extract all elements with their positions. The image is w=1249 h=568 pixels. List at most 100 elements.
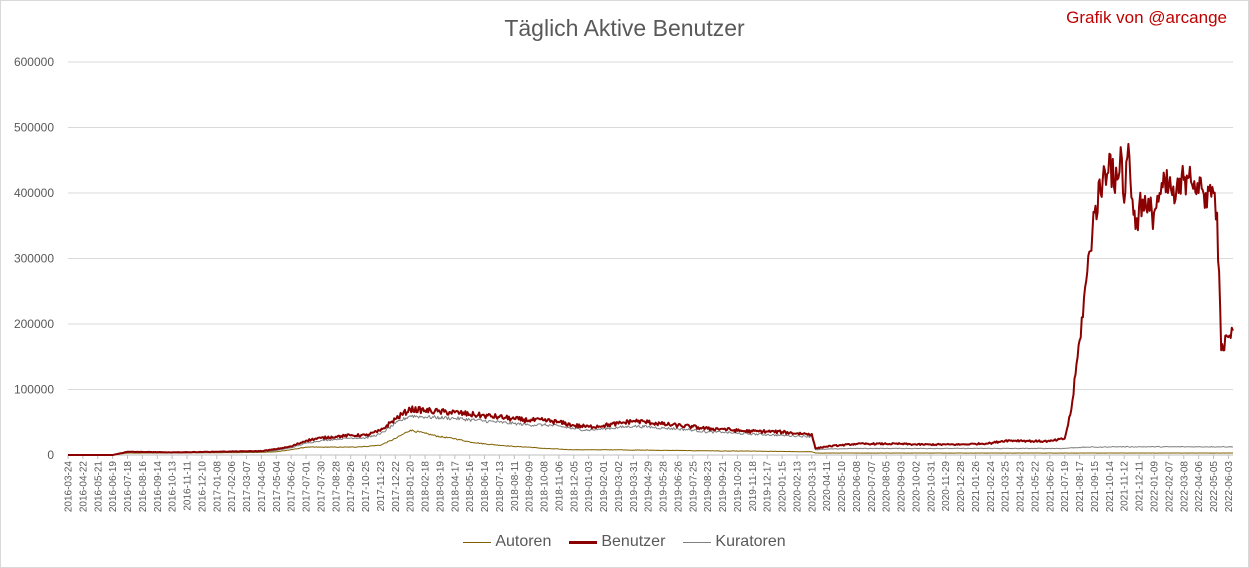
x-tick-label: 2019-10-20: [733, 461, 744, 513]
x-tick-label: 2018-03-19: [435, 461, 446, 513]
x-axis-ticks: 2016-03-24 2016-04-22 2016-05-21 2016-06-19…: [64, 455, 1235, 512]
series-line-kuratoren: [68, 414, 1234, 456]
x-tick-label: 2020-08-05: [882, 461, 893, 513]
x-tick-label: 2021-09-15: [1090, 461, 1101, 513]
x-tick-label: 2020-12-28: [956, 461, 967, 513]
series-lines: [68, 142, 1234, 456]
x-tick-label: 2022-03-08: [1179, 461, 1190, 513]
x-tick-label: 2019-12-17: [763, 461, 774, 513]
x-tick-label: 2019-11-18: [748, 461, 759, 512]
legend-item-kuratoren: Kuratoren: [683, 533, 786, 551]
x-tick-label: 2018-01-20: [406, 461, 417, 513]
x-tick-label: 2020-10-02: [911, 461, 922, 513]
x-tick-label: 2016-08-16: [138, 461, 149, 513]
x-tick-label: 2020-05-10: [837, 461, 848, 513]
x-tick-label: 2021-03-25: [1001, 461, 1012, 513]
x-tick-label: 2019-03-31: [629, 461, 640, 513]
x-tick-label: 2018-07-13: [495, 461, 506, 513]
gridlines: [68, 61, 1233, 456]
x-tick-label: 2018-10-08: [540, 461, 551, 513]
legend-swatch: [683, 541, 712, 543]
legend-swatch: [569, 540, 598, 544]
x-tick-label: 2019-07-25: [688, 461, 699, 513]
x-tick-label: 2021-10-14: [1105, 461, 1116, 513]
series-line-autoren: [68, 429, 1233, 456]
y-tick-label: 200000: [14, 317, 54, 331]
x-tick-label: 2018-08-11: [510, 461, 521, 512]
x-tick-label: 2019-04-29: [644, 461, 655, 513]
y-tick-label: 300000: [14, 252, 54, 266]
x-tick-label: 2016-04-22: [78, 461, 89, 513]
x-tick-label: 2021-06-20: [1045, 461, 1056, 513]
x-tick-label: 2022-04-06: [1194, 461, 1205, 513]
x-tick-label: 2021-01-26: [971, 461, 982, 513]
x-tick-label: 2018-11-06: [554, 461, 565, 512]
x-tick-label: 2016-11-11: [183, 461, 194, 511]
x-tick-label: 2020-06-08: [852, 461, 863, 513]
legend-item-benutzer: Benutzer: [569, 533, 665, 551]
x-tick-label: 2021-12-11: [1135, 461, 1146, 512]
x-tick-label: 2016-12-10: [197, 461, 208, 513]
x-tick-label: 2018-06-14: [480, 461, 491, 513]
x-tick-label: 2021-07-19: [1060, 461, 1071, 513]
x-tick-label: 2020-03-13: [807, 461, 818, 513]
x-tick-label: 2017-08-28: [331, 461, 342, 513]
x-tick-label: 2016-06-19: [108, 461, 119, 513]
x-tick-label: 2019-01-03: [584, 461, 595, 513]
x-tick-label: 2021-02-24: [986, 461, 997, 513]
x-tick-label: 2017-09-26: [346, 461, 357, 513]
x-tick-label: 2016-09-14: [153, 461, 164, 513]
x-tick-label: 2020-11-29: [941, 461, 952, 512]
x-tick-label: 2018-04-17: [450, 461, 461, 513]
x-tick-label: 2022-06-03: [1224, 461, 1235, 513]
x-tick-label: 2021-08-17: [1075, 461, 1086, 513]
x-tick-label: 2017-02-06: [227, 461, 238, 513]
x-tick-label: 2020-07-07: [867, 461, 878, 513]
legend-item-autoren: Autoren: [463, 533, 551, 551]
legend-label: Benutzer: [601, 533, 666, 550]
x-tick-label: 2017-11-23: [376, 461, 387, 512]
legend-label: Autoren: [495, 533, 552, 550]
legend-label: Kuratoren: [715, 533, 786, 550]
x-tick-label: 2018-09-09: [525, 461, 536, 513]
x-tick-label: 2016-07-18: [123, 461, 134, 513]
x-tick-label: 2017-10-25: [361, 461, 372, 513]
y-tick-label: 100000: [14, 383, 54, 397]
x-tick-label: 2018-12-05: [569, 461, 580, 513]
x-tick-label: 2019-06-26: [673, 461, 684, 513]
x-tick-label: 2019-05-28: [659, 461, 670, 513]
y-tick-label: 0: [47, 448, 54, 462]
x-tick-label: 2021-11-12: [1120, 461, 1131, 512]
x-tick-label: 2022-01-09: [1149, 461, 1160, 513]
chart-credit: Grafik von @arcange: [1066, 8, 1227, 27]
x-tick-label: 2022-02-07: [1164, 461, 1175, 513]
y-tick-label: 600000: [14, 55, 54, 69]
x-tick-label: 2017-12-22: [391, 461, 402, 513]
x-tick-label: 2016-05-21: [93, 461, 104, 513]
x-tick-label: 2017-03-07: [242, 461, 253, 513]
x-tick-label: 2017-07-30: [316, 461, 327, 513]
legend: Autoren Benutzer Kuratoren: [0, 533, 1249, 551]
x-tick-label: 2016-10-13: [168, 461, 179, 513]
x-tick-label: 2022-05-05: [1209, 461, 1220, 513]
x-tick-label: 2020-01-15: [778, 461, 789, 513]
x-tick-label: 2019-03-02: [614, 461, 625, 513]
y-axis-ticks: 0 100000 200000 300000 400000 500000 600000: [14, 55, 54, 462]
y-tick-label: 400000: [14, 186, 54, 200]
x-tick-label: 2019-02-01: [599, 461, 610, 513]
x-tick-label: 2020-02-13: [792, 461, 803, 513]
x-tick-label: 2019-09-21: [718, 461, 729, 513]
chart-title: Täglich Aktive Benutzer: [504, 15, 745, 41]
x-tick-label: 2021-05-22: [1030, 461, 1041, 513]
x-tick-label: 2017-07-01: [302, 461, 313, 513]
x-tick-label: 2017-05-04: [272, 461, 283, 513]
series-line-benutzer: [68, 142, 1234, 456]
x-tick-label: 2019-08-23: [703, 461, 714, 513]
x-tick-label: 2020-09-03: [897, 461, 908, 513]
x-tick-label: 2018-02-18: [421, 461, 432, 513]
x-tick-label: 2017-06-02: [287, 461, 298, 513]
x-tick-label: 2020-04-11: [822, 461, 833, 512]
x-tick-label: 2016-03-24: [64, 461, 75, 513]
